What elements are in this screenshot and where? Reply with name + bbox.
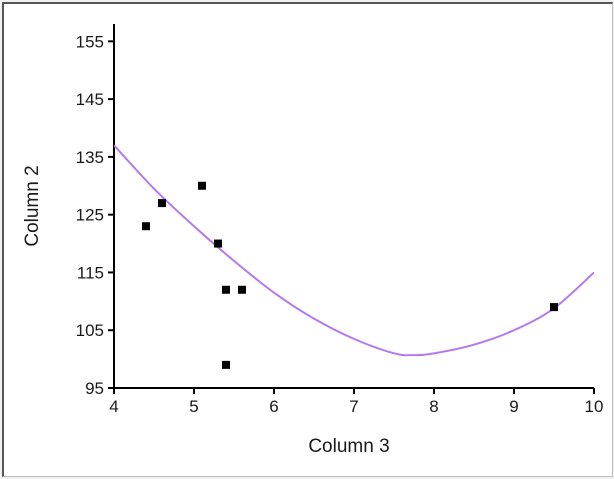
data-point [222,360,230,369]
x-tick-label: 8 [429,397,438,416]
data-point [222,285,230,294]
x-tick-label: 5 [189,397,198,416]
scatter-plot: 4 5 6 7 8 9 10 95 105 115 125 135 145 155 Column 3 Colu… [22,24,604,457]
data-point [238,285,246,294]
y-tick-label: 125 [76,206,104,225]
y-tick-label: 115 [77,263,104,282]
data-point [214,239,222,248]
data-point [158,199,166,208]
y-tick-label: 145 [76,90,104,109]
x-axis-title: Column 3 [308,436,389,457]
x-tick-label: 9 [509,397,518,416]
data-point [550,303,558,312]
y-tick-label: 95 [85,379,104,398]
y-tick-label: 135 [76,148,104,167]
x-tick-label: 7 [349,397,358,416]
data-point [198,181,206,190]
x-tick-label: 6 [269,397,278,416]
y-tick-label: 105 [76,321,104,340]
data-point [142,222,150,231]
x-tick-label: 10 [585,397,604,416]
y-tick-label: 155 [76,32,104,51]
y-axis-title: Column 2 [22,165,43,246]
fit-curve [114,144,594,357]
x-tick-label: 4 [109,397,118,416]
